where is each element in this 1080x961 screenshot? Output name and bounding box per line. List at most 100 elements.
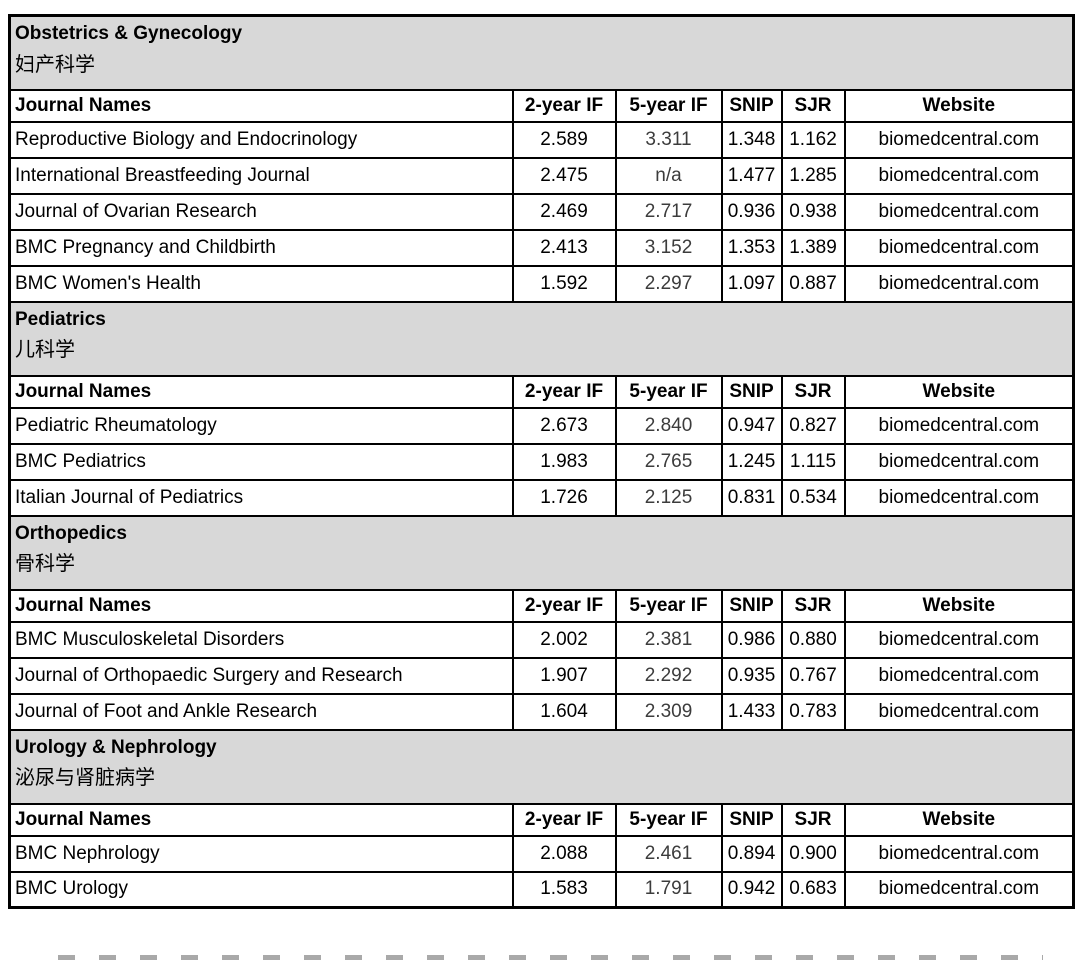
if2-cell: 2.413 <box>511 228 617 267</box>
if5-cell: 2.381 <box>614 620 723 659</box>
column-header-website: Website <box>843 374 1075 409</box>
section-title-zh: 泌尿与肾脏病学 <box>15 767 155 790</box>
section-title-en: Orthopedics <box>15 522 127 544</box>
snip-cell: 0.831 <box>720 478 783 517</box>
website-cell: biomedcentral.com <box>843 478 1075 517</box>
journal-row: BMC Pregnancy and Childbirth 2.413 3.152 1.… <box>8 228 1075 267</box>
if5-cell: 3.152 <box>614 228 723 267</box>
sjr-cell: 1.162 <box>780 120 846 159</box>
if5-cell: 2.292 <box>614 656 723 695</box>
if2-cell: 2.002 <box>511 620 617 659</box>
snip-cell: 0.936 <box>720 192 783 231</box>
section-title-en: Urology & Nephrology <box>15 736 217 758</box>
column-header-5year-if: 5-year IF <box>614 802 723 837</box>
if2-cell: 2.475 <box>511 156 617 195</box>
cut-off-dashed-line <box>58 955 1043 960</box>
column-header-2year-if: 2-year IF <box>511 588 617 623</box>
journal-row: Journal of Foot and Ankle Research 1.604 2… <box>8 692 1075 731</box>
website-cell: biomedcentral.com <box>843 834 1075 873</box>
column-header-5year-if: 5-year IF <box>614 88 723 123</box>
section-header-row: Urology & Nephrology 泌尿与肾脏病学 <box>8 728 1075 805</box>
sjr-cell: 1.285 <box>780 156 846 195</box>
if5-cell: 2.717 <box>614 192 723 231</box>
table-body: Obstetrics & Gynecology 妇产科学 Journal Names… <box>8 14 1075 909</box>
journal-name-cell: Journal of Foot and Ankle Research <box>8 692 514 731</box>
snip-cell: 1.245 <box>720 442 783 481</box>
journal-row: Pediatric Rheumatology 2.673 2.840 0.947 0.8… <box>8 406 1075 445</box>
snip-cell: 0.942 <box>720 870 783 909</box>
if2-cell: 1.907 <box>511 656 617 695</box>
journal-metrics-table: Obstetrics & Gynecology 妇产科学 Journal Names… <box>8 14 1076 909</box>
column-header-5year-if: 5-year IF <box>614 374 723 409</box>
column-header-journal-name: Journal Names <box>8 588 514 623</box>
journal-row: Reproductive Biology and Endocrinology 2.… <box>8 120 1075 159</box>
journal-row: BMC Musculoskeletal Disorders 2.002 2.381 0… <box>8 620 1075 659</box>
column-header-5year-if: 5-year IF <box>614 588 723 623</box>
sjr-cell: 0.783 <box>780 692 846 731</box>
section-header-cell: Pediatrics 儿科学 <box>8 300 1075 377</box>
journal-row: BMC Nephrology 2.088 2.461 0.894 0.900 biomed… <box>8 834 1075 873</box>
snip-cell: 0.986 <box>720 620 783 659</box>
website-cell: biomedcentral.com <box>843 120 1075 159</box>
section-header-row: Orthopedics 骨科学 <box>8 514 1075 591</box>
if2-cell: 1.726 <box>511 478 617 517</box>
journal-row: BMC Pediatrics 1.983 2.765 1.245 1.115 biomed… <box>8 442 1075 481</box>
sjr-cell: 1.389 <box>780 228 846 267</box>
column-header-row: Journal Names 2-year IF 5-year IF SNIP SJR We… <box>8 374 1075 409</box>
snip-cell: 0.947 <box>720 406 783 445</box>
if5-cell: 2.765 <box>614 442 723 481</box>
sjr-cell: 0.887 <box>780 264 846 303</box>
website-cell: biomedcentral.com <box>843 228 1075 267</box>
sjr-cell: 1.115 <box>780 442 846 481</box>
journal-name-cell: Pediatric Rheumatology <box>8 406 514 445</box>
if2-cell: 1.983 <box>511 442 617 481</box>
column-header-sjr: SJR <box>780 802 846 837</box>
journal-name-cell: Journal of Ovarian Research <box>8 192 514 231</box>
sjr-cell: 0.827 <box>780 406 846 445</box>
if5-cell: 1.791 <box>614 870 723 909</box>
website-cell: biomedcentral.com <box>843 406 1075 445</box>
website-cell: biomedcentral.com <box>843 156 1075 195</box>
journal-name-cell: BMC Nephrology <box>8 834 514 873</box>
if2-cell: 1.592 <box>511 264 617 303</box>
section-header-cell: Urology & Nephrology 泌尿与肾脏病学 <box>8 728 1075 805</box>
column-header-journal-name: Journal Names <box>8 88 514 123</box>
sjr-cell: 0.683 <box>780 870 846 909</box>
column-header-snip: SNIP <box>720 374 783 409</box>
section-title-zh: 骨科学 <box>15 553 75 576</box>
journal-row: International Breastfeeding Journal 2.475… <box>8 156 1075 195</box>
snip-cell: 1.348 <box>720 120 783 159</box>
sjr-cell: 0.880 <box>780 620 846 659</box>
column-header-snip: SNIP <box>720 88 783 123</box>
sjr-cell: 0.900 <box>780 834 846 873</box>
journal-name-cell: BMC Musculoskeletal Disorders <box>8 620 514 659</box>
column-header-website: Website <box>843 802 1075 837</box>
column-header-journal-name: Journal Names <box>8 374 514 409</box>
if5-cell: 2.125 <box>614 478 723 517</box>
journal-row: Journal of Ovarian Research 2.469 2.717 0.9… <box>8 192 1075 231</box>
snip-cell: 1.097 <box>720 264 783 303</box>
section-title-en: Pediatrics <box>15 308 106 330</box>
sjr-cell: 0.534 <box>780 478 846 517</box>
if5-cell: 2.309 <box>614 692 723 731</box>
journal-name-cell: BMC Pediatrics <box>8 442 514 481</box>
snip-cell: 0.935 <box>720 656 783 695</box>
column-header-2year-if: 2-year IF <box>511 88 617 123</box>
column-header-snip: SNIP <box>720 802 783 837</box>
if2-cell: 1.604 <box>511 692 617 731</box>
if2-cell: 2.673 <box>511 406 617 445</box>
journal-name-cell: Italian Journal of Pediatrics <box>8 478 514 517</box>
journal-name-cell: Journal of Orthopaedic Surgery and Resea… <box>8 656 514 695</box>
column-header-sjr: SJR <box>780 588 846 623</box>
column-header-sjr: SJR <box>780 88 846 123</box>
sjr-cell: 0.767 <box>780 656 846 695</box>
column-header-2year-if: 2-year IF <box>511 802 617 837</box>
snip-cell: 1.477 <box>720 156 783 195</box>
website-cell: biomedcentral.com <box>843 620 1075 659</box>
website-cell: biomedcentral.com <box>843 656 1075 695</box>
section-title-en: Obstetrics & Gynecology <box>15 23 243 44</box>
if5-cell: 3.311 <box>614 120 723 159</box>
if5-cell: 2.297 <box>614 264 723 303</box>
section-header-row: Obstetrics & Gynecology 妇产科学 <box>8 14 1075 91</box>
if2-cell: 2.469 <box>511 192 617 231</box>
